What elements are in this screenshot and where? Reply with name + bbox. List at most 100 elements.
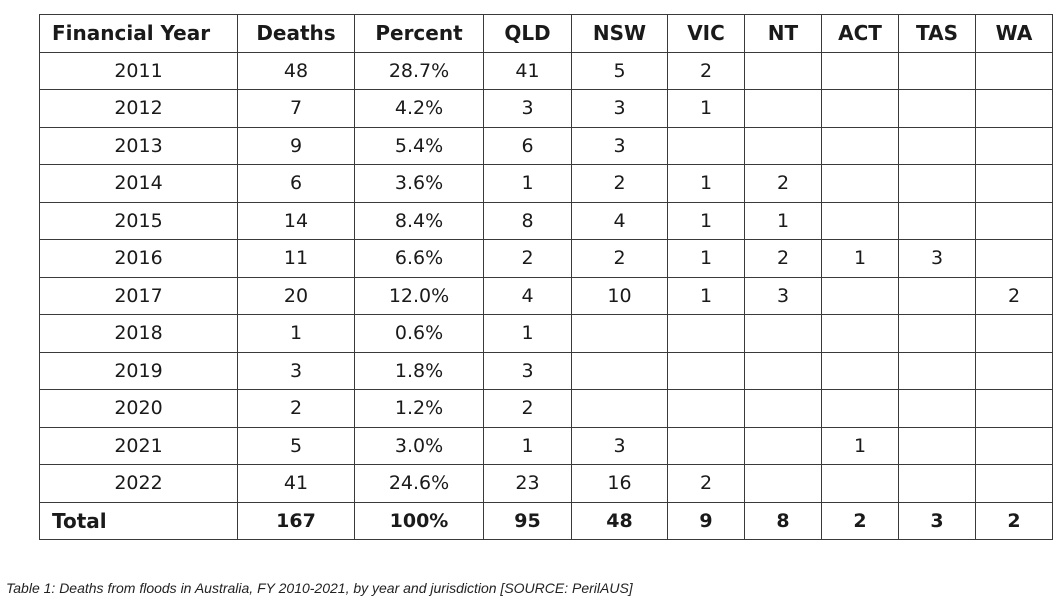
table-row: 2011 48 28.7% 41 5 2 [39, 51, 1053, 90]
total-act: 2 [821, 501, 899, 540]
cell-deaths: 14 [237, 201, 355, 240]
cell-vic [667, 126, 745, 165]
table-row: 2021 5 3.0% 1 3 1 [39, 426, 1053, 465]
cell-qld: 2 [483, 239, 572, 278]
cell-tas [898, 426, 976, 465]
table-row: 2013 9 5.4% 6 3 [39, 126, 1053, 165]
cell-percent: 0.6% [354, 314, 484, 353]
cell-act: 1 [821, 426, 899, 465]
header-qld: QLD [483, 14, 572, 53]
total-nsw: 48 [571, 501, 668, 540]
cell-tas [898, 164, 976, 203]
header-deaths: Deaths [237, 14, 355, 53]
header-act: ACT [821, 14, 899, 53]
flood-deaths-table: Financial Year Deaths Percent QLD NSW VI… [39, 14, 1053, 540]
cell-vic [667, 389, 745, 428]
cell-year: 2016 [39, 239, 238, 278]
cell-qld: 8 [483, 201, 572, 240]
cell-nt: 3 [744, 276, 822, 315]
cell-qld: 3 [483, 89, 572, 128]
cell-act [821, 389, 899, 428]
total-qld: 95 [483, 501, 572, 540]
cell-year: 2011 [39, 51, 238, 90]
cell-vic: 2 [667, 464, 745, 503]
total-label: Total [39, 501, 238, 540]
cell-act [821, 464, 899, 503]
cell-nt [744, 51, 822, 90]
table-row: 2018 1 0.6% 1 [39, 314, 1053, 353]
cell-nsw: 5 [571, 51, 668, 90]
cell-qld: 1 [483, 314, 572, 353]
total-nt: 8 [744, 501, 822, 540]
table-row: 2012 7 4.2% 3 3 1 [39, 89, 1053, 128]
table-row: 2014 6 3.6% 1 2 1 2 [39, 164, 1053, 203]
cell-vic: 1 [667, 89, 745, 128]
cell-qld: 23 [483, 464, 572, 503]
cell-deaths: 7 [237, 89, 355, 128]
cell-act [821, 89, 899, 128]
cell-deaths: 20 [237, 276, 355, 315]
cell-act [821, 201, 899, 240]
cell-tas [898, 389, 976, 428]
cell-wa: 2 [975, 276, 1053, 315]
cell-year: 2018 [39, 314, 238, 353]
cell-nsw: 3 [571, 126, 668, 165]
cell-qld: 1 [483, 164, 572, 203]
total-tas: 3 [898, 501, 976, 540]
table-row: 2016 11 6.6% 2 2 1 2 1 3 [39, 239, 1053, 278]
cell-tas: 3 [898, 239, 976, 278]
cell-wa [975, 201, 1053, 240]
cell-wa [975, 239, 1053, 278]
cell-deaths: 1 [237, 314, 355, 353]
table-row: 2020 2 1.2% 2 [39, 389, 1053, 428]
cell-nsw: 2 [571, 239, 668, 278]
cell-qld: 6 [483, 126, 572, 165]
cell-nsw [571, 314, 668, 353]
cell-vic: 1 [667, 164, 745, 203]
cell-nt [744, 351, 822, 390]
cell-year: 2014 [39, 164, 238, 203]
header-nsw: NSW [571, 14, 668, 53]
cell-percent: 12.0% [354, 276, 484, 315]
cell-nt [744, 126, 822, 165]
total-vic: 9 [667, 501, 745, 540]
cell-qld: 4 [483, 276, 572, 315]
cell-percent: 3.0% [354, 426, 484, 465]
cell-qld: 1 [483, 426, 572, 465]
cell-tas [898, 314, 976, 353]
cell-wa [975, 164, 1053, 203]
cell-nsw: 3 [571, 426, 668, 465]
cell-deaths: 48 [237, 51, 355, 90]
cell-percent: 1.2% [354, 389, 484, 428]
cell-act [821, 126, 899, 165]
cell-percent: 3.6% [354, 164, 484, 203]
cell-percent: 1.8% [354, 351, 484, 390]
cell-nt [744, 89, 822, 128]
cell-tas [898, 464, 976, 503]
cell-nsw: 2 [571, 164, 668, 203]
cell-percent: 6.6% [354, 239, 484, 278]
cell-qld: 2 [483, 389, 572, 428]
cell-qld: 41 [483, 51, 572, 90]
table-row: 2019 3 1.8% 3 [39, 351, 1053, 390]
cell-qld: 3 [483, 351, 572, 390]
header-percent: Percent [354, 14, 484, 53]
cell-act [821, 276, 899, 315]
table-row: 2015 14 8.4% 8 4 1 1 [39, 201, 1053, 240]
cell-act [821, 314, 899, 353]
cell-act [821, 51, 899, 90]
cell-nt [744, 314, 822, 353]
header-nt: NT [744, 14, 822, 53]
cell-percent: 5.4% [354, 126, 484, 165]
cell-percent: 4.2% [354, 89, 484, 128]
cell-wa [975, 389, 1053, 428]
cell-deaths: 6 [237, 164, 355, 203]
cell-vic [667, 426, 745, 465]
cell-nt: 1 [744, 201, 822, 240]
cell-tas [898, 201, 976, 240]
cell-tas [898, 126, 976, 165]
cell-year: 2019 [39, 351, 238, 390]
total-wa: 2 [975, 501, 1053, 540]
cell-wa [975, 464, 1053, 503]
header-tas: TAS [898, 14, 976, 53]
